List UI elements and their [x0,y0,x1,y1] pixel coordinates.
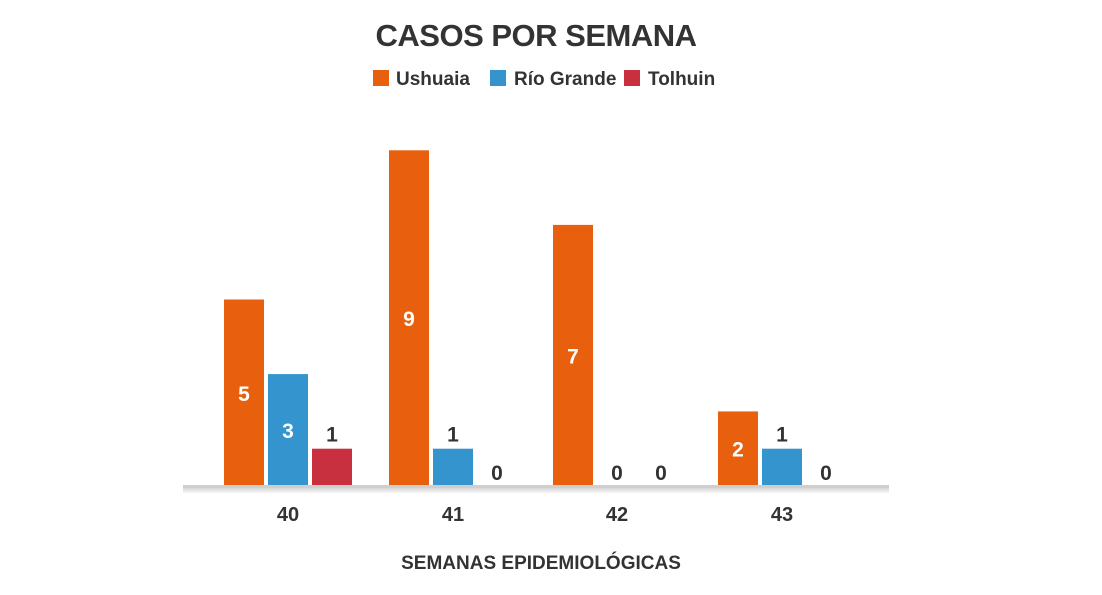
legend-swatch-1 [490,70,506,86]
bar-40-2 [312,448,352,486]
legend-label-0: Ushuaia [396,69,470,90]
legend-swatch-2 [624,70,640,86]
bar-value-42-0: 7 [567,345,579,368]
bar-value-43-0: 2 [732,439,744,462]
bar-42-0 [553,224,593,486]
x-tick-40: 40 [277,504,299,526]
x-tick-41: 41 [442,504,464,526]
x-axis-ticks: 40 41 42 43 [277,504,793,526]
bar-value-41-2: 0 [491,462,503,485]
bar-43-0 [718,411,758,486]
bar-41-1 [433,448,473,486]
bar-value-43-2: 0 [820,462,832,485]
bar-value-40-1: 3 [282,420,294,443]
bar-40-1 [268,374,308,486]
bar-value-40-2: 1 [326,424,338,447]
bar-value-40-0: 5 [238,383,250,406]
legend: Ushuaia Río Grande Tolhuin [373,69,715,90]
bar-value-41-1: 1 [447,424,459,447]
x-tick-43: 43 [771,504,793,526]
chart-title: CASOS POR SEMANA [376,18,697,53]
x-tick-42: 42 [606,504,628,526]
bar-40-0 [224,299,264,486]
bar-value-43-1: 1 [776,424,788,447]
bar-43-1 [762,448,802,486]
legend-label-1: Río Grande [514,69,616,90]
bar-value-42-2: 0 [655,462,667,485]
bar-value-41-0: 9 [403,308,415,331]
x-axis-label: SEMANAS EPIDEMIOLÓGICAS [401,552,681,574]
bar-value-42-1: 0 [611,462,623,485]
bar-41-0 [389,150,429,487]
baseline [183,485,889,488]
baseline-shadow [183,488,889,494]
bars: 5 3 1 9 1 0 7 0 0 2 1 0 [224,150,832,487]
legend-label-2: Tolhuin [648,69,715,90]
legend-swatch-0 [373,70,389,86]
